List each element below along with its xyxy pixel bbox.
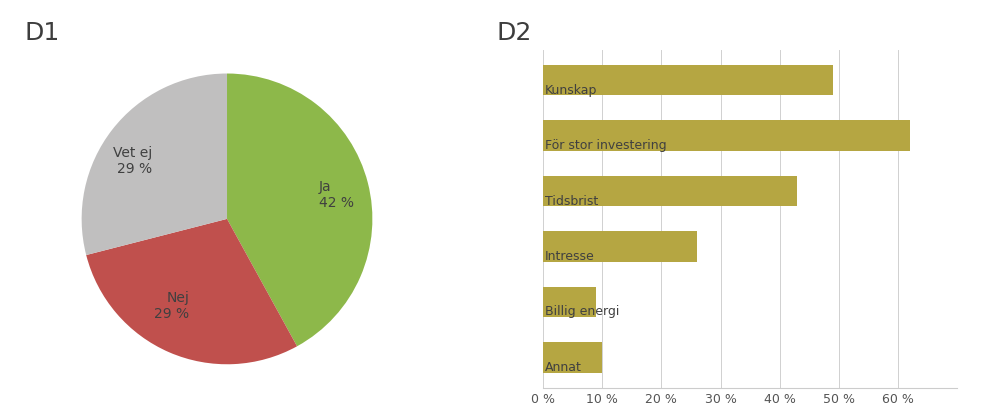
Text: D1: D1	[25, 21, 60, 45]
Bar	[542, 342, 601, 373]
Text: Kunskap: Kunskap	[544, 83, 597, 97]
Text: Billig energi: Billig energi	[544, 306, 618, 318]
Bar	[542, 121, 909, 151]
Bar	[542, 65, 832, 95]
Text: D2: D2	[496, 21, 531, 45]
Bar	[542, 176, 797, 206]
Text: Ja
42 %: Ja 42 %	[318, 180, 353, 211]
Text: För stor investering: För stor investering	[544, 139, 666, 152]
Bar	[542, 231, 696, 262]
Wedge shape	[82, 74, 227, 255]
Text: Tidsbrist: Tidsbrist	[544, 195, 598, 207]
Text: Intresse: Intresse	[544, 250, 594, 263]
Text: Nej
29 %: Nej 29 %	[154, 290, 189, 321]
Wedge shape	[86, 219, 297, 364]
Text: Vet ej
29 %: Vet ej 29 %	[113, 146, 152, 176]
Wedge shape	[227, 74, 372, 346]
Bar	[542, 287, 596, 317]
Text: Annat: Annat	[544, 361, 581, 374]
